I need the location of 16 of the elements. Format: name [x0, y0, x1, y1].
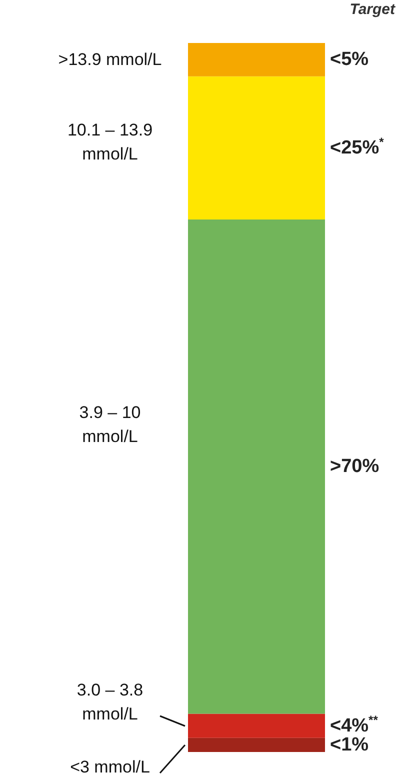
text: <4%**	[330, 712, 378, 736]
text: <5%	[330, 49, 369, 70]
text: <3 mmol/L	[70, 757, 150, 776]
bar	[188, 714, 325, 738]
text: Target	[350, 1, 396, 18]
text: 3.0 – 3.8 mmol/L	[76, 680, 144, 724]
series-label: >13.9 mmol/L	[58, 50, 162, 70]
bar	[188, 738, 325, 752]
bar	[188, 43, 325, 76]
text: <1%	[330, 734, 369, 756]
bar	[188, 220, 325, 714]
text: 10.1 – 13.9 mmol/L	[67, 120, 153, 164]
bar	[188, 76, 325, 220]
text: <25%*	[330, 134, 384, 158]
text: 3.9 – 10 mmol/L	[79, 403, 141, 446]
text: >70%	[330, 456, 380, 478]
